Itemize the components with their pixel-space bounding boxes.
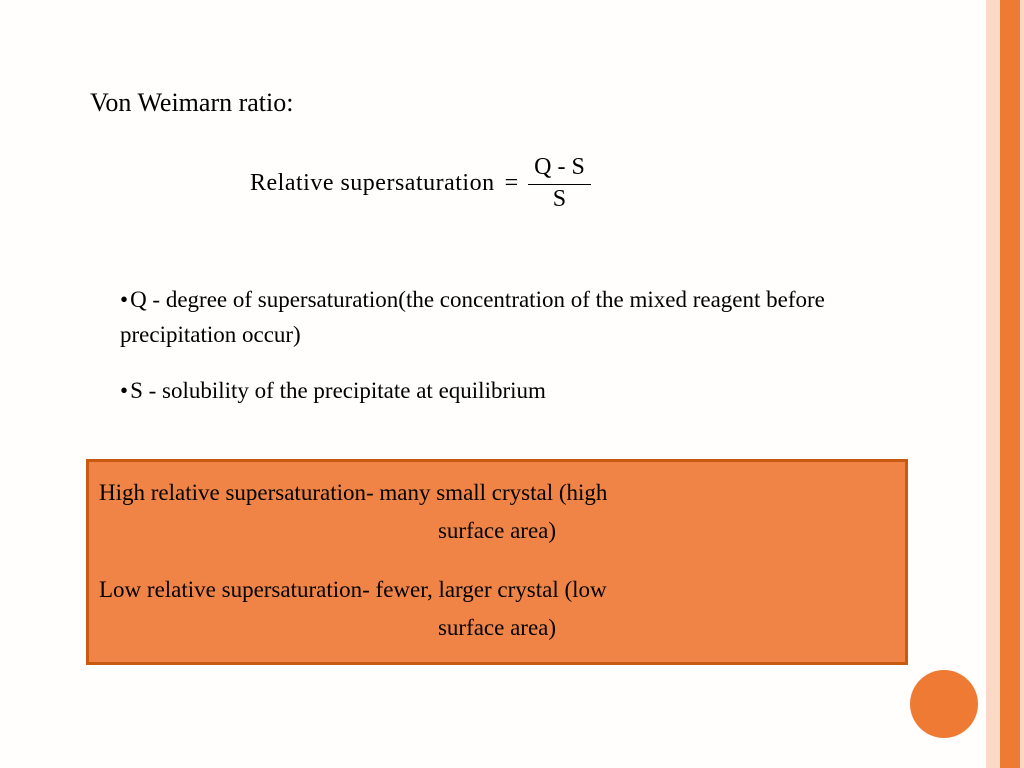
equals-sign: = bbox=[505, 170, 519, 197]
bullet-item-q: •Q - degree of supersaturation(the conce… bbox=[120, 283, 910, 352]
callout-line2: Low relative supersaturation- fewer, lar… bbox=[99, 573, 895, 608]
callout-box: High relative supersaturation- many smal… bbox=[86, 459, 908, 665]
content-area: Von Weimarn ratio: Relative supersaturat… bbox=[90, 88, 910, 665]
callout-line1: High relative supersaturation- many smal… bbox=[99, 476, 895, 511]
fraction-numerator: Q - S bbox=[528, 154, 591, 182]
slide: Von Weimarn ratio: Relative supersaturat… bbox=[0, 0, 1024, 768]
bullet-list: •Q - degree of supersaturation(the conce… bbox=[120, 283, 910, 409]
right-band-orange bbox=[1000, 0, 1020, 768]
formula-label: Relative supersaturation bbox=[250, 170, 495, 197]
bullet-marker-icon: • bbox=[120, 287, 128, 312]
formula: Relative supersaturation = Q - S S bbox=[250, 154, 910, 213]
bullet-text-s: S - solubility of the precipitate at equ… bbox=[130, 378, 546, 403]
fraction: Q - S S bbox=[528, 154, 591, 213]
bullet-item-s: •S - solubility of the precipitate at eq… bbox=[120, 374, 910, 409]
right-band-inner bbox=[990, 0, 996, 768]
fraction-denominator: S bbox=[547, 186, 572, 214]
slide-title: Von Weimarn ratio: bbox=[90, 88, 910, 118]
decorative-circle-icon bbox=[910, 670, 978, 738]
callout-line1-sub: surface area) bbox=[99, 514, 895, 549]
bullet-text-q: Q - degree of supersaturation(the concen… bbox=[120, 287, 825, 347]
bullet-marker-icon: • bbox=[120, 378, 128, 403]
callout-line2-sub: surface area) bbox=[99, 611, 895, 646]
fraction-bar bbox=[528, 184, 591, 185]
